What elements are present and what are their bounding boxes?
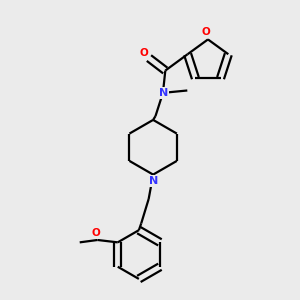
Text: O: O	[201, 27, 210, 37]
Text: O: O	[92, 228, 100, 239]
Text: N: N	[159, 88, 168, 98]
Text: N: N	[148, 176, 158, 186]
Text: O: O	[139, 48, 148, 58]
